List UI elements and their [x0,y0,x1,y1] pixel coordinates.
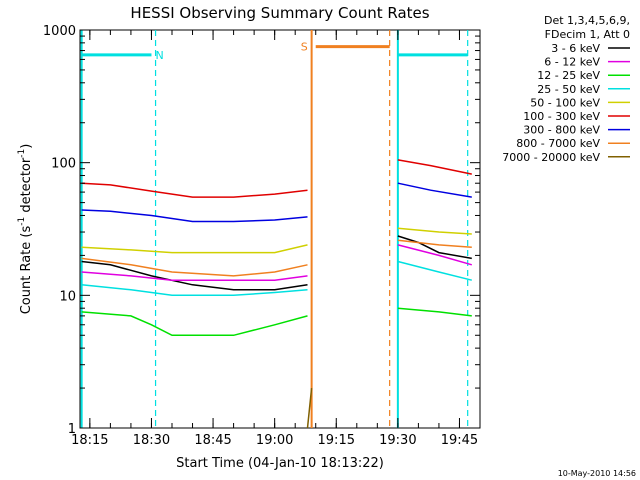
series-line-6-seg-0 [81,209,308,223]
legend-header-line-2: FDecim 1, Att 0 [545,28,630,41]
series-line-1-seg-1 [397,244,473,266]
legend-label-2: 12 - 25 keV [537,69,600,82]
series-line-2-seg-1 [397,307,472,317]
axes: 18:15 18:30 18:45 19:00 19:15 19:30 19:45 1 10 10… [43,24,480,448]
x-tick-label-5: 19:30 [379,433,416,448]
series-line-3-seg-1 [397,260,472,281]
y-axis-label-sup2: -1 [17,149,27,158]
y-tick-label-2: 100 [51,157,76,172]
series-line-8-seg-0 [306,388,313,429]
legend-label-3: 25 - 50 keV [537,83,600,96]
flag-label-1: S [301,41,308,54]
x-tick-label-6: 19:45 [441,433,478,448]
legend-header-line-1: Det 1,3,4,5,6,9, [544,14,630,27]
legend-label-5: 100 - 300 keV [523,110,600,123]
x-tick-label-0: 18:15 [71,433,108,448]
legend-label-6: 300 - 800 keV [523,124,600,137]
y-axis-label-sup1: -1 [17,217,27,226]
series-line-0-seg-1 [397,235,472,260]
legend-label-8: 7000 - 20000 keV [502,151,600,164]
y-tick-label-3: 1000 [43,24,76,39]
x-tick-label-1: 18:30 [133,433,170,448]
series-line-7-seg-1 [397,239,472,249]
series-line-1-seg-0 [81,271,308,281]
y-tick-label-1: 10 [59,289,76,304]
series-line-2-seg-0 [81,311,308,337]
y-axis-label-mid: detector [19,157,34,217]
series-line-5-seg-0 [81,182,308,198]
series-layer [81,159,473,429]
legend-label-4: 50 - 100 keV [530,96,600,109]
series-line-4-seg-1 [397,227,472,235]
legend-label-0: 3 - 6 keV [551,42,600,55]
series-line-0-seg-0 [81,260,308,291]
x-tick-label-2: 18:45 [194,433,231,448]
series-line-6-seg-1 [397,182,472,198]
series-line-7-seg-0 [81,257,308,277]
x-tick-label-3: 19:00 [256,433,293,448]
legend-label-7: 800 - 7000 keV [516,137,600,150]
flag-label-0: N [155,49,163,62]
y-axis-label: Count Rate (s-1 detector-1) [17,144,34,315]
date-stamp: 10-May-2010 14:56 [558,469,636,478]
plot-frame [79,29,481,429]
series-line-4-seg-0 [81,244,308,254]
series-line-5-seg-1 [397,159,472,175]
y-axis-label-main: Count Rate (s [19,226,34,315]
legend: Det 1,3,4,5,6,9, FDecim 1, Att 0 3 - 6 k… [502,14,630,164]
y-tick-label-0: 1 [68,422,76,437]
x-axis-label: Start Time (04-Jan-10 18:13:22) [176,456,384,471]
series-line-3-seg-0 [81,284,308,297]
legend-label-1: 6 - 12 keV [544,56,600,69]
y-axis-label-end: ) [19,144,34,149]
x-tick-label-4: 19:15 [318,433,355,448]
chart-title: HESSI Observing Summary Count Rates [130,4,429,22]
